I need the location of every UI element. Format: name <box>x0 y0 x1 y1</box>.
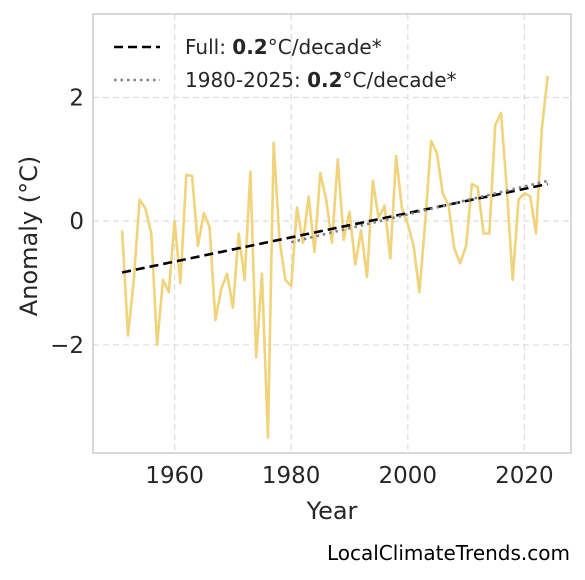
legend-recent-rate: 0.2 <box>307 68 342 92</box>
plot-frame <box>92 13 572 454</box>
tick-layer: 1960 1980 2000 2020 −2 0 2 <box>50 85 554 489</box>
legend-full-suffix: °C/decade* <box>268 35 382 59</box>
legend-recent-prefix: 1980-2025: <box>185 68 307 92</box>
anomaly-line <box>120 75 549 439</box>
footer-credit: LocalClimateTrends.com <box>327 541 570 565</box>
legend-full-prefix: Full: <box>185 35 232 59</box>
legend-label-full-trend: Full: 0.2°C/decade* <box>185 35 382 59</box>
legend-recent-suffix: °C/decade* <box>343 68 457 92</box>
legend: Full: 0.2°C/decade* 1980-2025: 0.2°C/dec… <box>114 35 457 92</box>
y-tick-label: 2 <box>69 85 84 111</box>
y-tick-label: 0 <box>69 209 84 235</box>
grid-layer <box>93 14 571 453</box>
legend-label-recent-trend: 1980-2025: 0.2°C/decade* <box>185 68 457 92</box>
trend-line-full <box>121 182 548 274</box>
x-tick-label: 1980 <box>262 463 321 489</box>
x-tick-label: 2000 <box>379 463 438 489</box>
trend-line-1980-2025 <box>290 179 549 244</box>
x-axis-title: Year <box>306 497 358 525</box>
legend-full-rate: 0.2 <box>232 35 267 59</box>
x-tick-label: 2020 <box>495 463 554 489</box>
series-layer <box>120 75 549 439</box>
y-tick-label: −2 <box>50 333 84 359</box>
x-tick-label: 1960 <box>145 463 204 489</box>
y-axis-title: Anomaly (°C) <box>15 156 43 316</box>
